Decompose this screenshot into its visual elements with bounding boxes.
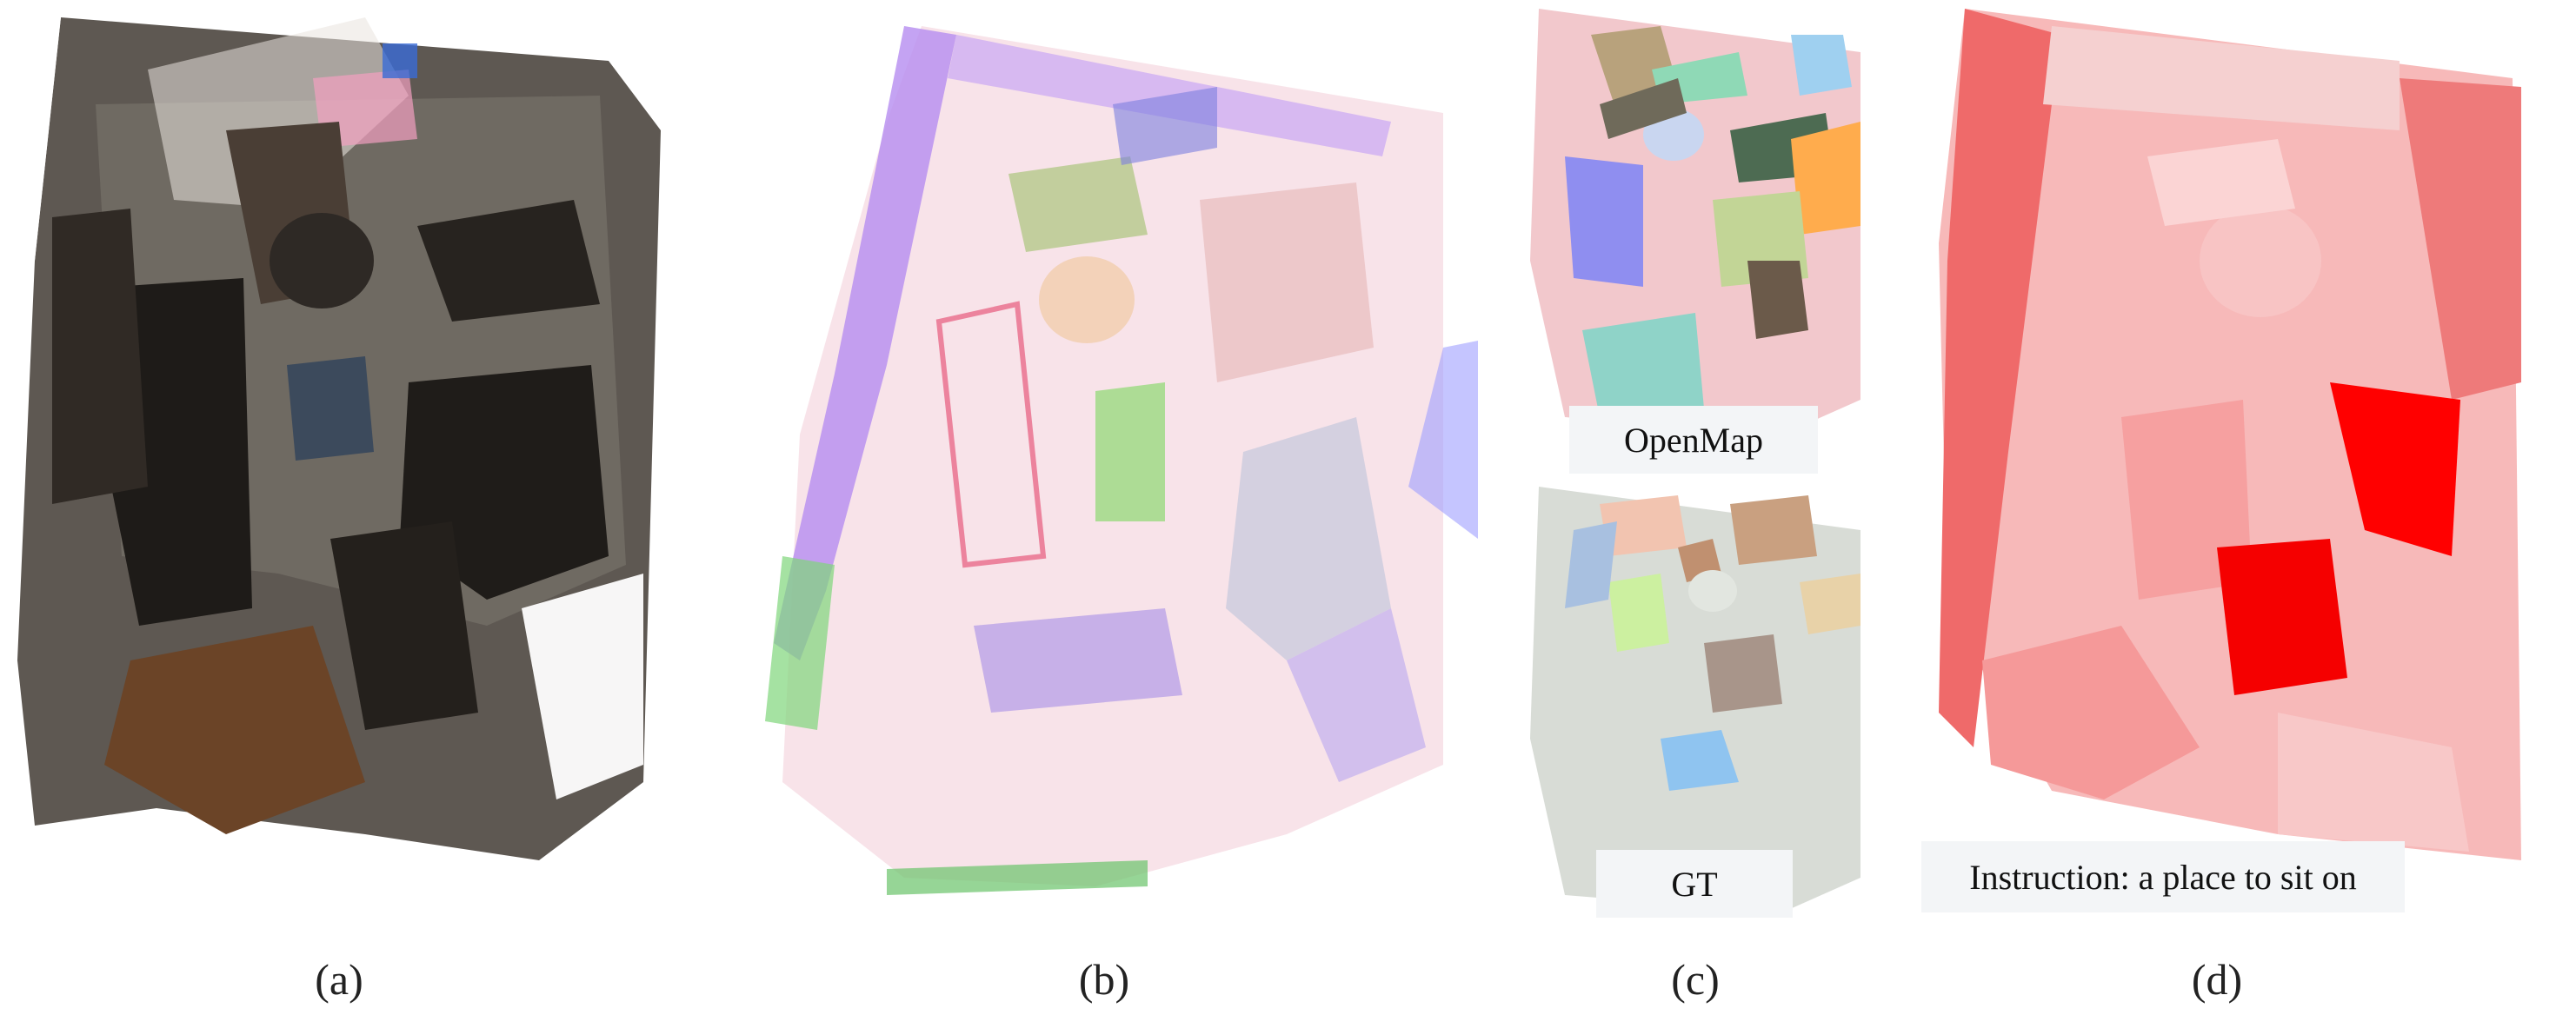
panel-c-caption: (c) — [1671, 955, 1720, 1004]
openmap-label: OpenMap — [1569, 406, 1818, 474]
panel-a-caption: (a) — [315, 955, 363, 1004]
scan-image — [0, 0, 661, 860]
panel-d-caption: (d) — [2191, 955, 2243, 1004]
panel-d-heatmap: Instruction: a place to sit on (d) — [1913, 0, 2576, 1015]
panel-b-pointcloud: (b) — [730, 0, 1478, 1015]
heatmap-image — [1939, 9, 2521, 860]
panel-c-comparison: OpenMap GT (c) — [1513, 0, 1878, 1015]
panel-a-rgb-scan: (a) — [0, 0, 678, 1004]
gt-segmentation-image — [1530, 487, 1860, 912]
gt-label: GT — [1596, 850, 1793, 918]
openmap-segmentation-image — [1530, 9, 1860, 435]
instruction-label: Instruction: a place to sit on — [1921, 841, 2405, 912]
panel-b-caption: (b) — [1078, 955, 1130, 1004]
pointcloud-image — [765, 26, 1478, 895]
